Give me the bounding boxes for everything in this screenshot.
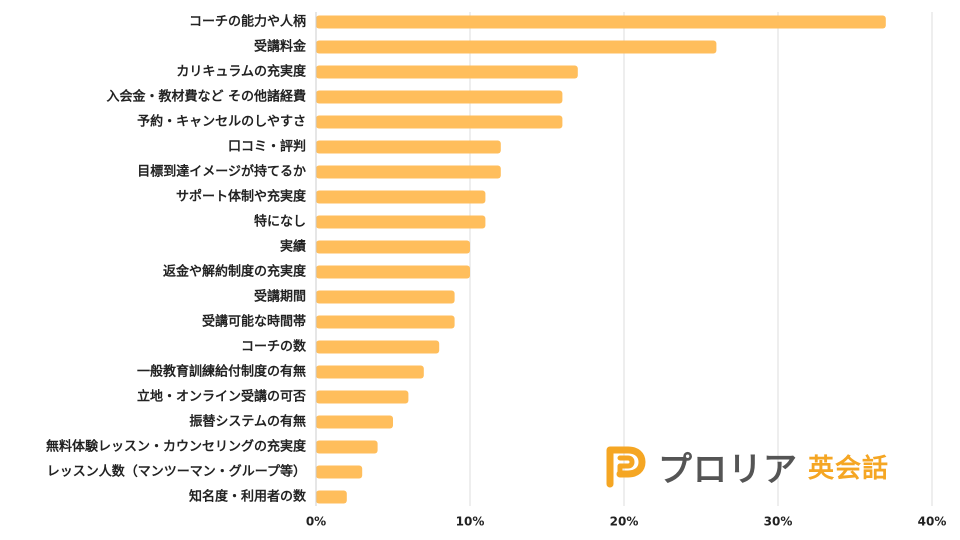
category-label: 知名度・利用者の数	[189, 489, 307, 505]
bar	[316, 90, 563, 104]
bar	[316, 365, 424, 379]
category-label: 予約・キャンセルのしやすさ	[137, 114, 306, 130]
bar	[316, 315, 455, 329]
category-label: 口コミ・評判	[228, 139, 306, 155]
bar	[316, 65, 578, 79]
x-tick-label: 0%	[306, 515, 326, 529]
x-tick-label: 10%	[456, 515, 485, 529]
bar	[316, 340, 440, 354]
category-label: コーチの能力や人柄	[189, 14, 306, 30]
category-label: 特になし	[254, 214, 306, 230]
bar	[316, 240, 470, 254]
category-label: コーチの数	[241, 339, 307, 355]
x-tick-label: 30%	[764, 515, 793, 529]
category-label: 受講料金	[254, 39, 307, 55]
brand-subtitle: 英会話	[808, 453, 890, 484]
category-label: 一般教育訓練給付制度の有無	[137, 364, 306, 380]
bar	[316, 190, 486, 204]
category-label: 目標到達イメージが持てるか	[137, 164, 306, 180]
category-label: 振替システムの有無	[189, 414, 306, 430]
proria-p-logo-icon	[606, 446, 646, 488]
x-tick-label: 40%	[918, 515, 947, 529]
bar	[316, 465, 363, 479]
brand-watermark: プロリア 英会話	[604, 438, 889, 494]
category-label: 返金や解約制度の充実度	[163, 264, 307, 280]
category-label: カリキュラムの充実度	[176, 64, 307, 80]
category-label: 無料体験レッスン・カウンセリングの充実度	[46, 439, 307, 455]
bar	[316, 115, 563, 129]
bar	[316, 140, 501, 154]
category-label: サポート体制や充実度	[176, 189, 307, 205]
x-tick-label: 20%	[610, 515, 639, 529]
bar	[316, 40, 717, 54]
brand-name: プロリア	[658, 449, 798, 490]
category-label: 実績	[280, 239, 306, 255]
category-label: 受講可能な時間帯	[202, 314, 306, 330]
bar	[316, 265, 470, 279]
bar	[316, 390, 409, 404]
category-label: 受講期間	[254, 289, 306, 305]
bar	[316, 415, 393, 429]
bar	[316, 290, 455, 304]
category-label: 入会金・教材費など その他諸経費	[106, 89, 306, 105]
bar	[316, 490, 347, 504]
category-label: レッスン人数（マンツーマン・グループ等）	[47, 464, 306, 480]
bar	[316, 440, 378, 454]
category-label: 立地・オンライン受講の可否	[137, 389, 306, 405]
bar	[316, 215, 486, 229]
bar	[316, 165, 501, 179]
bar	[316, 15, 886, 29]
